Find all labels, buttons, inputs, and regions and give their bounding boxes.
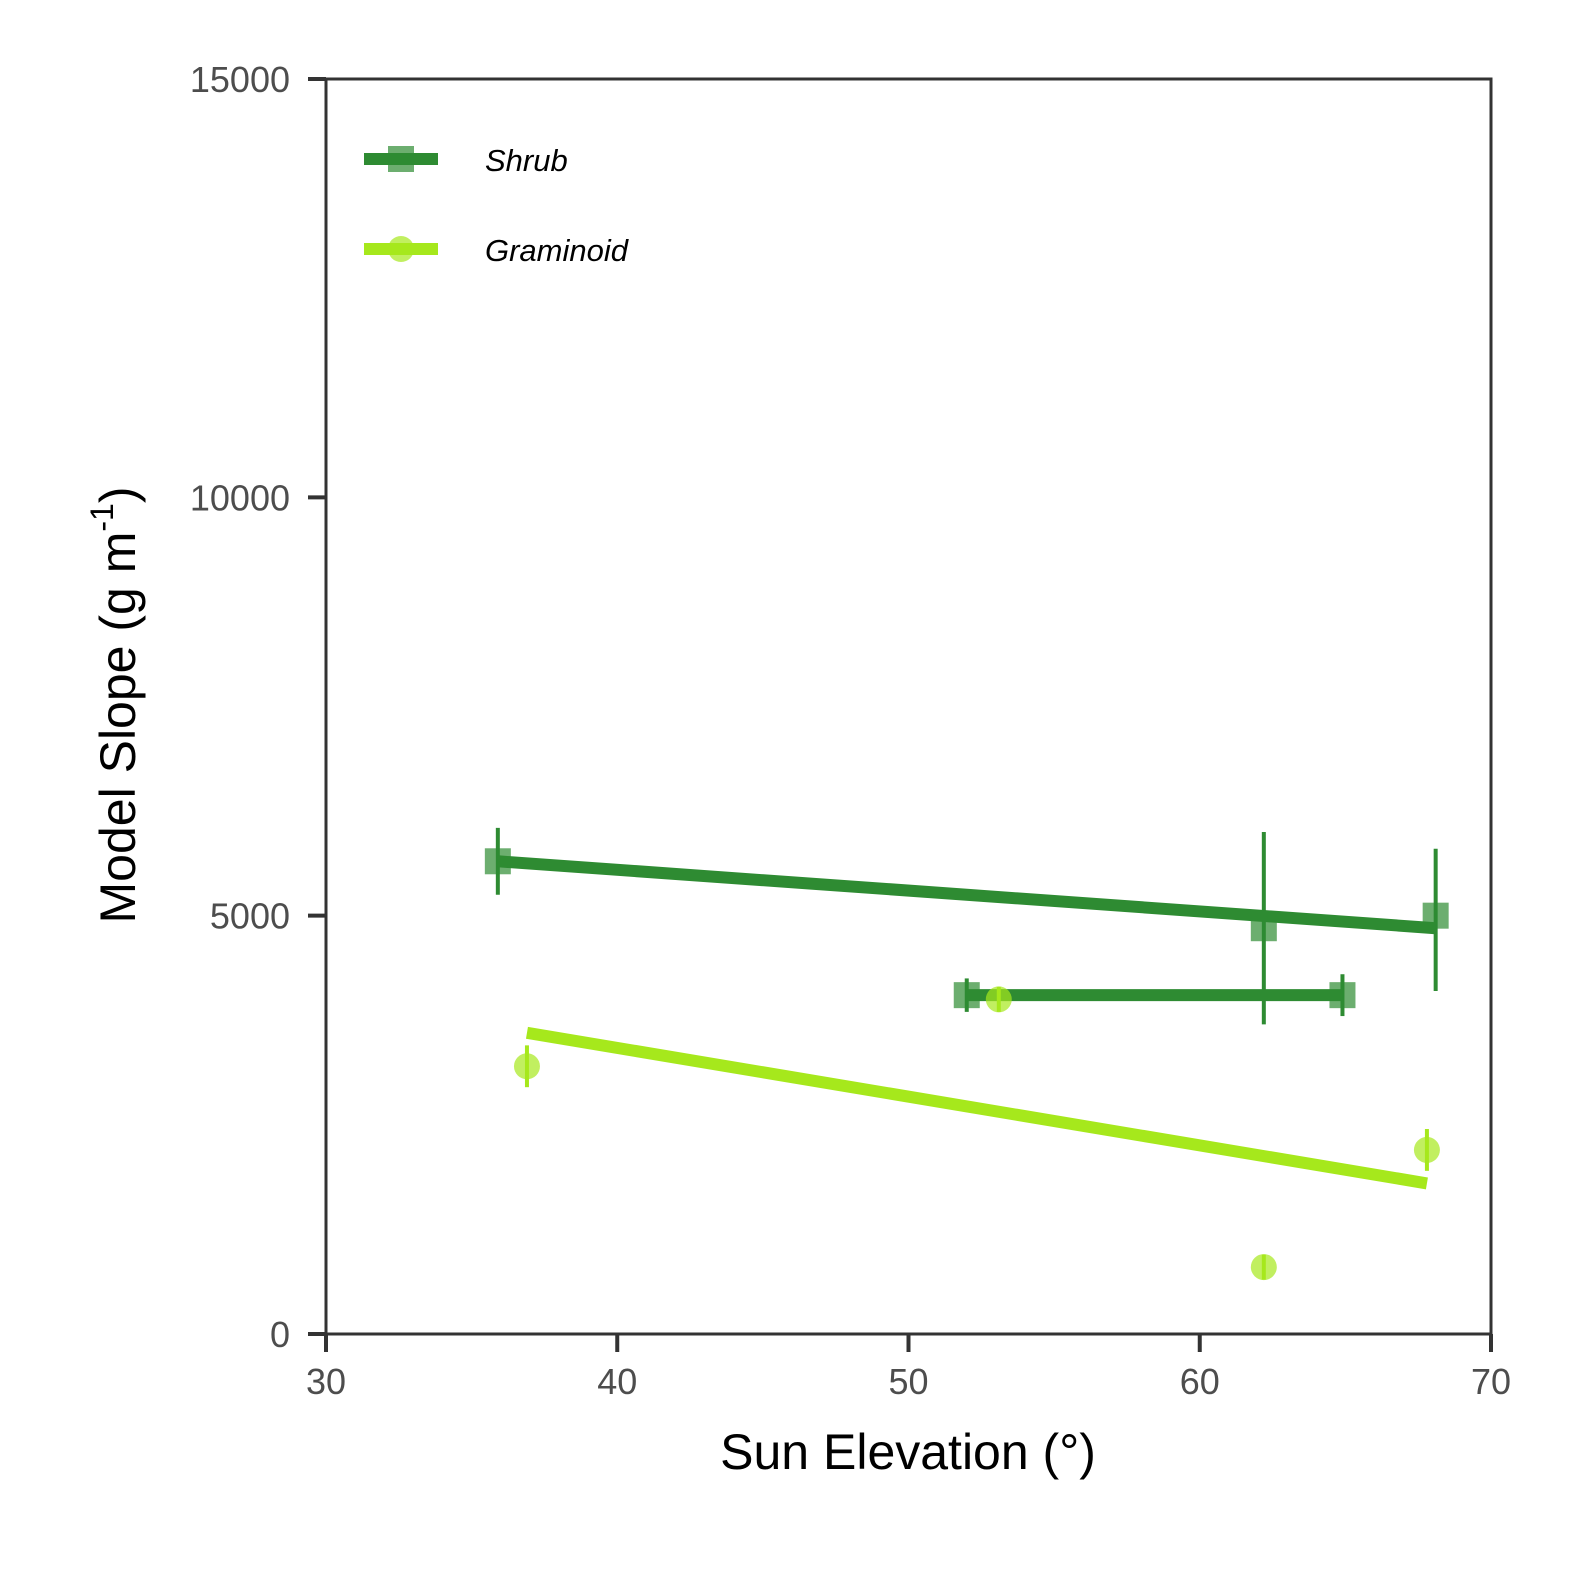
y-axis-title: Model Slope (g m-1): [84, 487, 146, 924]
graminoid-point-1: [985, 986, 1012, 1013]
y-tick-label-2: 10000: [190, 477, 290, 518]
y-axis: 0 5000 10000 15000: [190, 59, 326, 1355]
x-axis: 30 40 50 60 70: [306, 1334, 1511, 1402]
plot-content: [484, 827, 1449, 1281]
y-axis-title-close: ): [90, 487, 146, 504]
graminoid-fit-line-0: [525, 1026, 1428, 1190]
x-axis-title: Sun Elevation (°): [720, 1424, 1096, 1480]
shrub-fit-line-0: [497, 855, 1437, 935]
graminoid-point-0: [513, 1053, 540, 1080]
legend-label-shrub: Shrub: [485, 143, 568, 178]
legend-item-graminoid: Graminoid: [364, 233, 630, 268]
x-tick-label-3: 60: [1180, 1361, 1220, 1402]
x-tick-label-2: 50: [888, 1361, 928, 1402]
x-tick-label-0: 30: [306, 1361, 346, 1402]
legend-marker-shrub: [388, 146, 414, 172]
y-tick-label-0: 0: [270, 1314, 290, 1355]
x-tick-label-1: 40: [597, 1361, 637, 1402]
graminoid-point-2: [1250, 1254, 1277, 1281]
legend: Shrub Graminoid: [364, 143, 630, 268]
y-tick-label-1: 5000: [210, 896, 290, 937]
y-tick-label-3: 15000: [190, 59, 290, 100]
y-axis-title-main: Model Slope (g m: [90, 532, 146, 924]
legend-marker-graminoid: [388, 236, 414, 262]
x-tick-label-4: 70: [1471, 1361, 1511, 1402]
legend-label-graminoid: Graminoid: [485, 233, 630, 268]
y-axis-title-sup: -1: [84, 503, 120, 531]
graminoid-point-3: [1413, 1136, 1440, 1163]
legend-item-shrub: Shrub: [364, 143, 568, 178]
